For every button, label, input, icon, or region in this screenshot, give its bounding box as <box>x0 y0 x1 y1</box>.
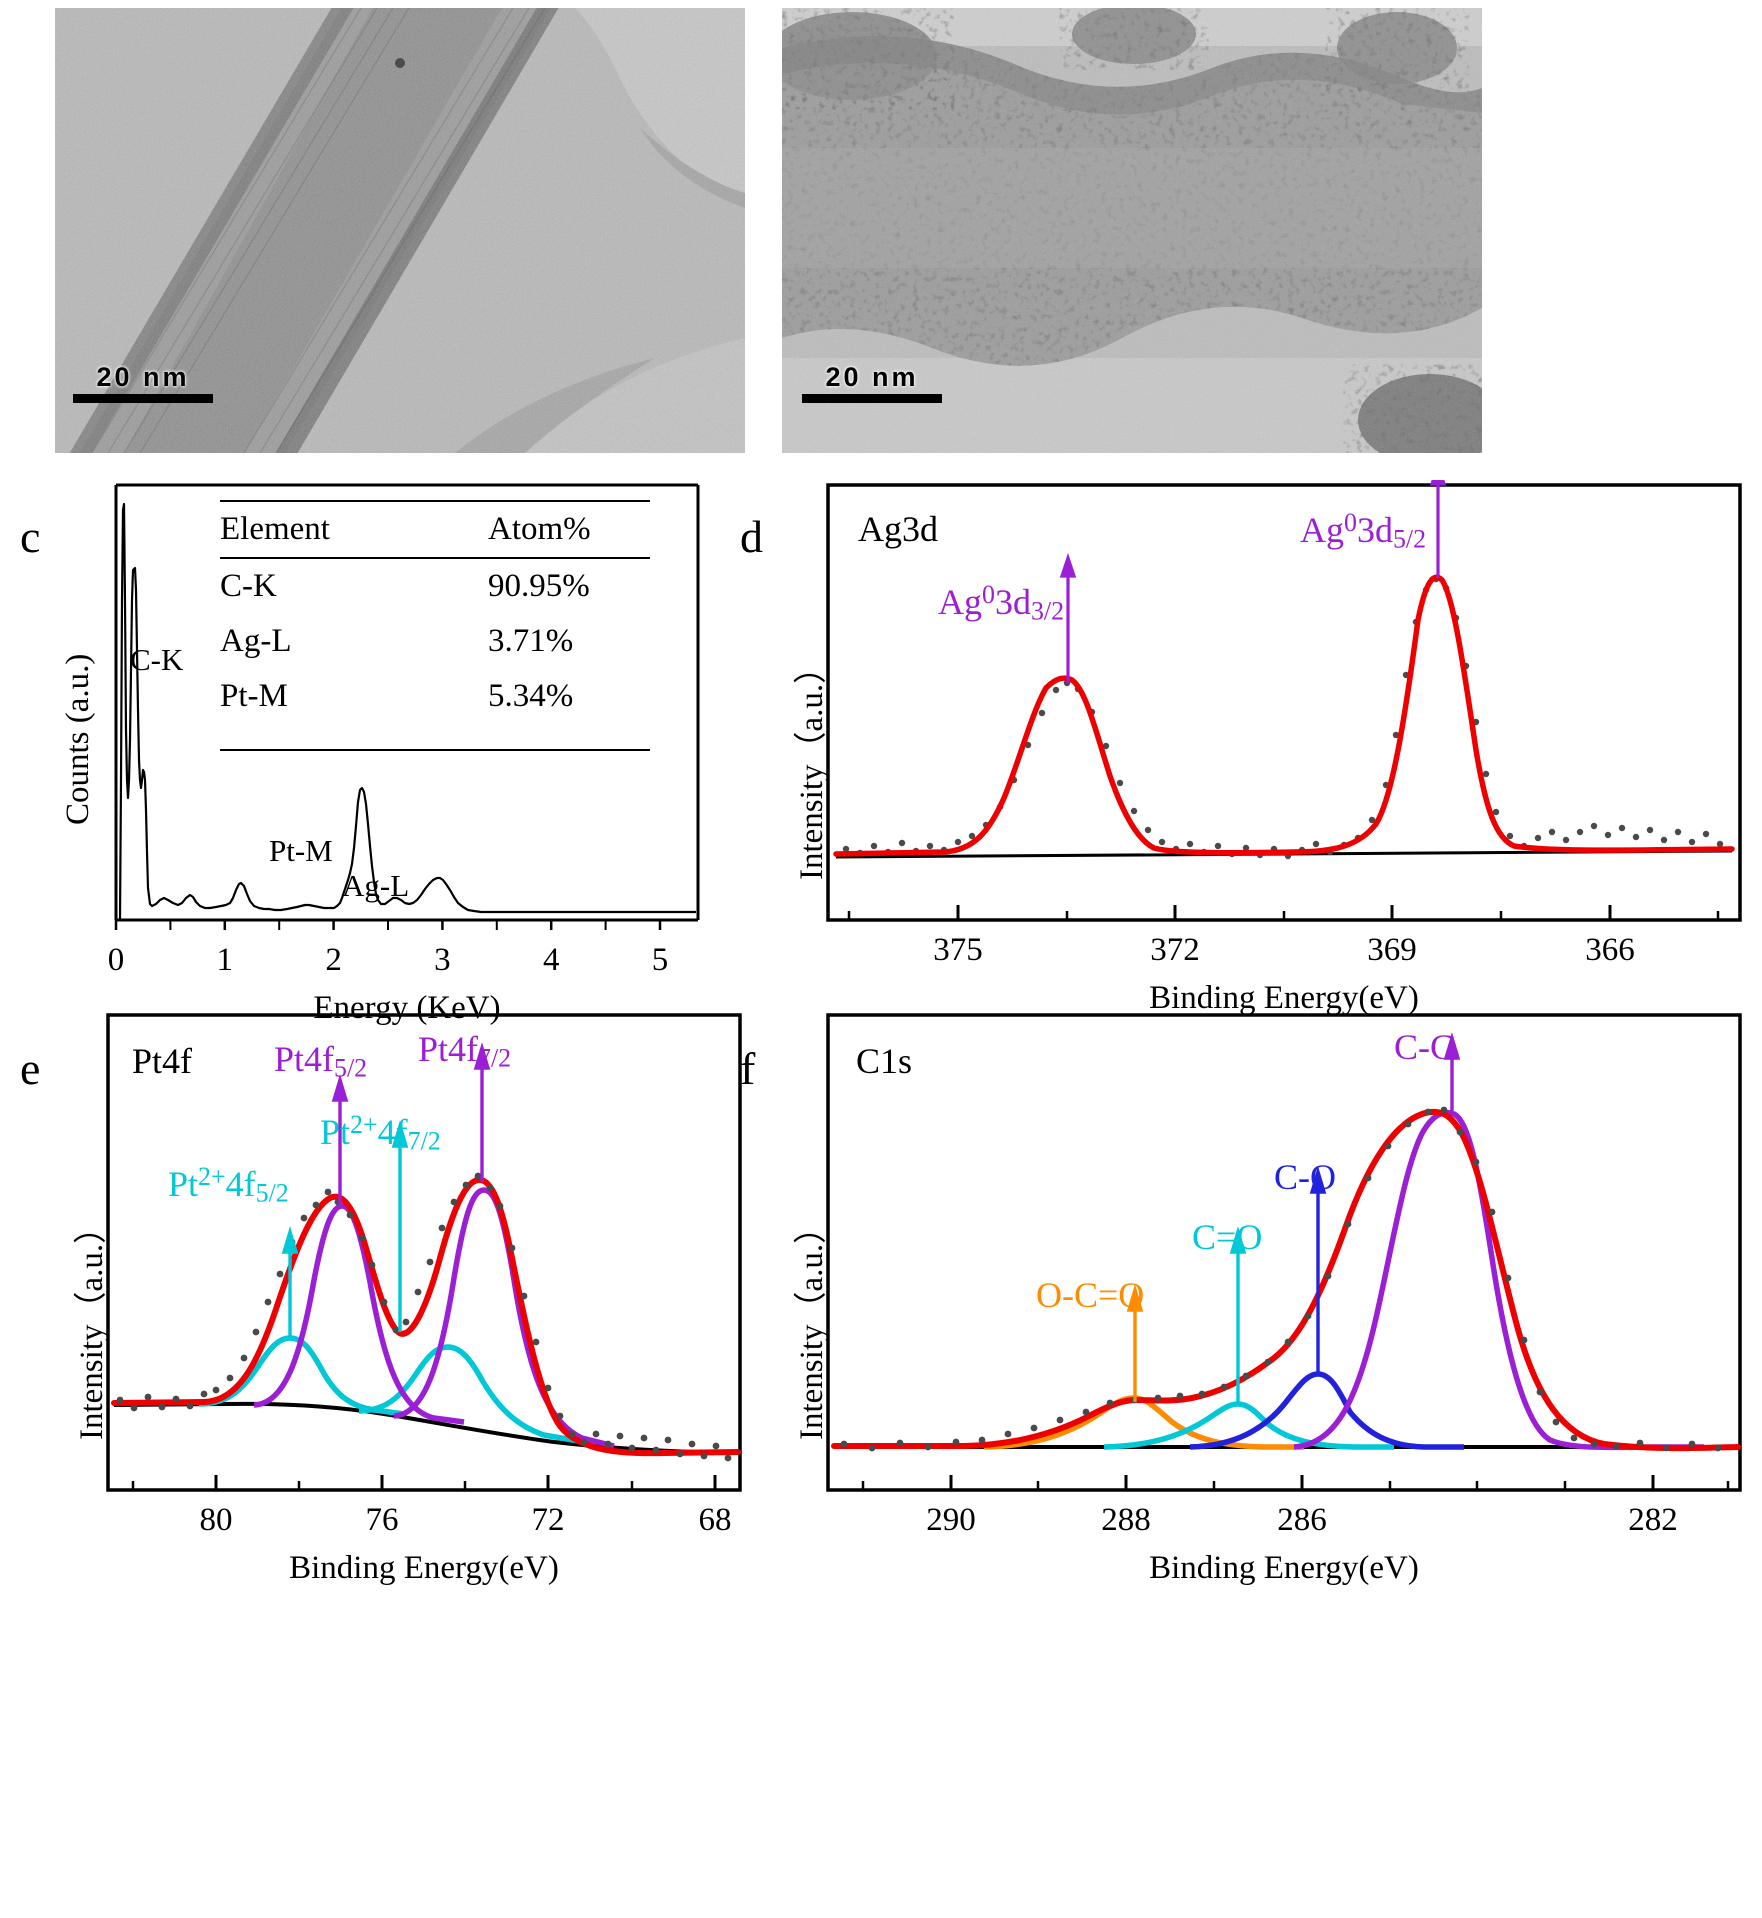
panel-d-xtick-372: 372 <box>1150 932 1200 968</box>
panel-e-xtick-68: 68 <box>698 1502 732 1538</box>
panel-d-x-axis-title: Binding Energy(eV) <box>1149 980 1419 1016</box>
table-cell-atom-percent: 5.34% <box>358 669 650 751</box>
table-row: Ag-L 3.71% <box>220 614 650 669</box>
panel-e-component-label-pt2plus4f52: Pt2+4f5/2 <box>168 1162 289 1208</box>
panel-e-x-axis-title: Binding Energy(eV) <box>289 1550 559 1586</box>
panel-c-plot <box>114 483 700 930</box>
panel-d-xtick-369: 369 <box>1367 932 1417 968</box>
panel-e-plot <box>106 1013 742 1492</box>
panel-c-xtick-2: 2 <box>325 942 342 978</box>
table-cell-element: Pt-M <box>220 669 358 751</box>
panel-e-component-label-pt2plus4f72: Pt2+4f7/2 <box>320 1110 441 1156</box>
panel-f-xtick-288: 288 <box>1101 1502 1151 1538</box>
panel-e-xtick-76: 76 <box>365 1502 399 1538</box>
panel-d-x-ticks: 375 372 369 366 <box>824 932 1744 974</box>
panel-c-label: c <box>20 511 41 562</box>
panel-c-peak-label-ck: C-K <box>130 642 184 677</box>
panel-f-plot <box>826 1013 1742 1492</box>
panel-c-eds-spectrum: c Counts (a.u.) C-K Pt-M Ag-L <box>20 480 720 1026</box>
table-cell-atom-percent: 90.95% <box>488 568 590 604</box>
panel-f-component-label-c-double-o: C=O <box>1192 1217 1263 1257</box>
panel-f-component-label-co: C-O <box>1274 1157 1336 1197</box>
panel-d-plot <box>826 480 1742 922</box>
panel-c-peak-label-agl: Ag-L <box>342 868 410 903</box>
panel-d-xtick-375: 375 <box>933 932 983 968</box>
panel-c-xtick-3: 3 <box>434 942 451 978</box>
panel-c-xtick-1: 1 <box>216 942 234 978</box>
panel-b-scalebar: 20 nm <box>802 364 942 403</box>
panel-d-label: d <box>740 511 763 562</box>
panel-b-tem-image: b 20 nm <box>782 8 1482 453</box>
table-cell-atom-percent: 3.71% <box>488 623 574 659</box>
panel-e-component-label-pt4f52: Pt4f5/2 <box>274 1039 368 1083</box>
panel-a-scalebar: 20 nm <box>73 364 213 403</box>
panel-d-plot-title: Ag3d <box>858 509 938 549</box>
panel-f-xtick-282: 282 <box>1628 1502 1678 1538</box>
panel-d-component-label-ag3d32: Ag03d3/2 <box>938 580 1065 626</box>
table-cell-element: Ag-L <box>220 623 292 659</box>
panel-c-x-axis-title: Energy (KeV) <box>313 990 501 1026</box>
panel-f-x-ticks: 290 288 286 282 <box>824 1502 1744 1544</box>
panel-a-tem-image: a 20 nm <box>55 8 745 453</box>
panel-f-plot-title: C1s <box>856 1041 913 1081</box>
table-cell-element: C-K <box>220 568 277 604</box>
table-row: Pt-M 5.34% <box>220 669 650 751</box>
panel-c-peak-label-ptm: Pt-M <box>269 833 333 868</box>
panel-b-scalebar-line <box>802 394 942 403</box>
panel-a-scalebar-line <box>73 394 213 403</box>
panel-c-x-ticks: 0 1 2 3 4 5 <box>78 942 738 984</box>
panel-e-xtick-80: 80 <box>199 1502 233 1538</box>
panel-f-xtick-290: 290 <box>926 1502 976 1538</box>
panel-e-xtick-72: 72 <box>531 1502 565 1538</box>
panel-a-scalebar-label: 20 nm <box>96 362 190 392</box>
panel-d-component-label-ag3d52: Ag03d5/2 <box>1300 508 1427 554</box>
panel-e-pt4f-xps: e Intensity（a.u.） <box>20 1010 742 1586</box>
panel-e-x-ticks: 80 76 72 68 <box>104 1502 744 1544</box>
panel-d-xtick-366: 366 <box>1585 932 1635 968</box>
panel-c-xtick-5: 5 <box>651 942 669 978</box>
panel-f-label: f <box>740 1043 756 1094</box>
panel-f-c1s-xps: f Intensity（a.u.） <box>740 1010 1750 1586</box>
panel-b-scalebar-label: 20 nm <box>825 362 919 392</box>
panel-c-xtick-0: 0 <box>107 942 125 978</box>
panel-e-label: e <box>20 1043 41 1094</box>
panel-c-composition-table: Element Atom% C-K 90.95% Ag-L 3.71% Pt-M… <box>220 500 650 751</box>
panel-f-xtick-286: 286 <box>1277 1502 1327 1538</box>
panel-e-plot-title: Pt4f <box>132 1041 193 1081</box>
panel-e-component-label-pt4f72: Pt4f7/2 <box>418 1029 512 1073</box>
panel-d-ag3d-xps: d Intensity（a.u.） <box>740 480 1750 1016</box>
panel-f-component-label-ocoo: O-C=O <box>1036 1275 1145 1315</box>
panel-f-x-axis-title: Binding Energy(eV) <box>1149 1550 1419 1586</box>
table-row: C-K 90.95% <box>220 558 650 614</box>
table-header-element: Element <box>220 500 358 559</box>
panel-c-xtick-4: 4 <box>542 942 560 978</box>
panel-f-component-label-cc: C-C <box>1394 1027 1455 1067</box>
table-header-atom-percent: Atom% <box>358 500 650 559</box>
